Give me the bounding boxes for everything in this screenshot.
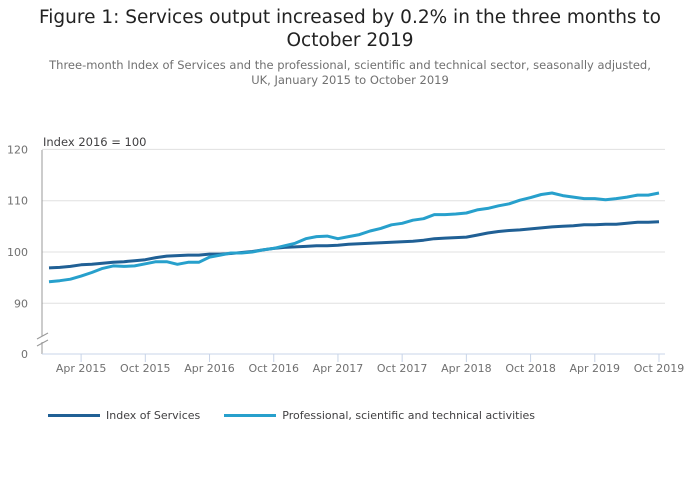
legend-label: Index of Services bbox=[106, 409, 201, 422]
y-tick-label: 100 bbox=[7, 246, 28, 259]
x-tick-label: Apr 2016 bbox=[184, 362, 235, 375]
legend-swatch bbox=[224, 414, 277, 417]
x-tick-label: Apr 2019 bbox=[570, 362, 621, 375]
legend-label: Professional, scientific and technical a… bbox=[282, 409, 536, 422]
y-tick-label: 90 bbox=[14, 297, 28, 310]
chart-title: Figure 1: Services output increased by 0… bbox=[38, 7, 662, 51]
series-line-professional bbox=[48, 191, 660, 284]
chart-subtitle: Three-month Index of Services and the pr… bbox=[49, 58, 651, 87]
x-tick-label: Apr 2017 bbox=[313, 362, 364, 375]
axis-break-mark bbox=[36, 332, 49, 340]
legend-swatch bbox=[48, 414, 100, 417]
y-tick-label: 110 bbox=[7, 195, 28, 208]
x-tick-label: Oct 2016 bbox=[248, 362, 299, 375]
y-tick-label: 0 bbox=[21, 348, 28, 361]
x-tick-label: Apr 2018 bbox=[441, 362, 492, 375]
x-tick-label: Oct 2018 bbox=[505, 362, 556, 375]
axis-break-mark bbox=[36, 339, 49, 347]
legend-item-services: Index of Services bbox=[48, 409, 200, 422]
x-tick-label: Oct 2019 bbox=[634, 362, 685, 375]
x-tick-label: Oct 2015 bbox=[120, 362, 171, 375]
legend-item-professional: Professional, scientific and technical a… bbox=[224, 409, 535, 422]
series-line-services bbox=[48, 220, 660, 270]
y-axis-label: Index 2016 = 100 bbox=[43, 135, 146, 149]
x-tick-label: Oct 2017 bbox=[377, 362, 428, 375]
y-tick-label: 120 bbox=[7, 143, 28, 156]
legend: Index of Services Professional, scientif… bbox=[48, 409, 535, 422]
x-tick-label: Apr 2015 bbox=[56, 362, 107, 375]
